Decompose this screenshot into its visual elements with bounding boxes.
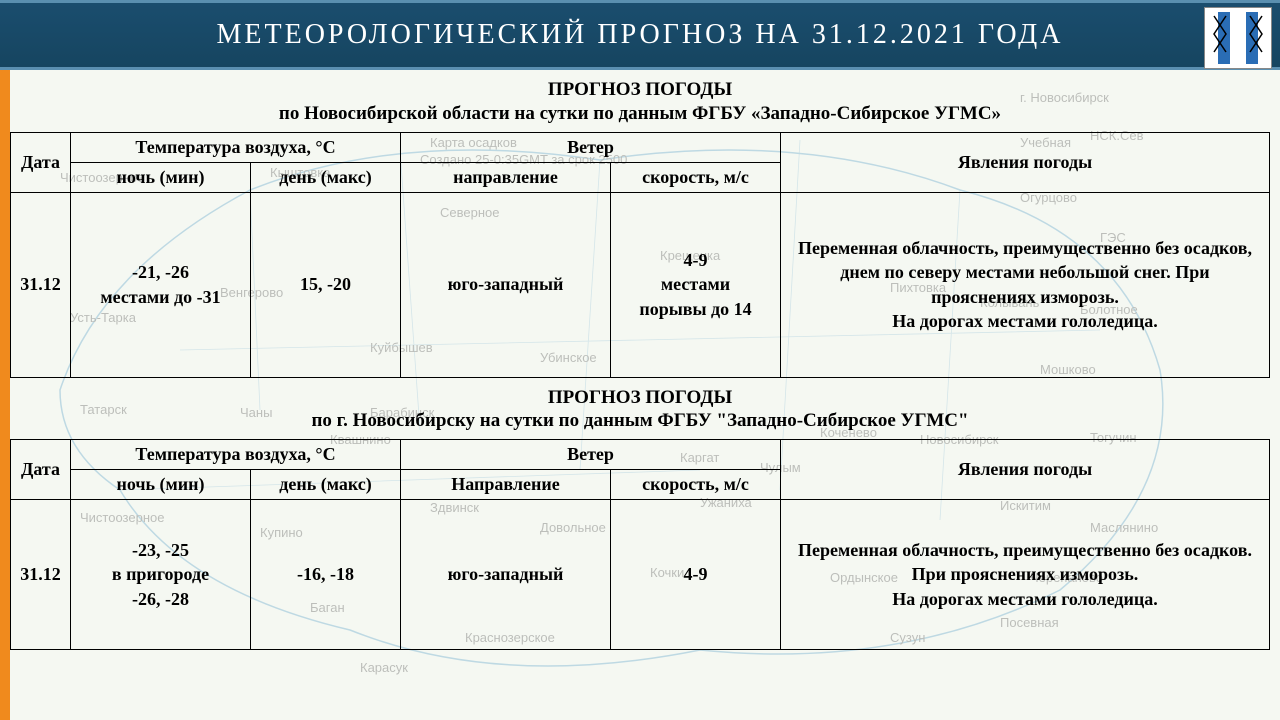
th-night: ночь (мин) (71, 470, 251, 500)
th-dir: Направление (401, 470, 611, 500)
header-bar: МЕТЕОРОЛОГИЧЕСКИЙ ПРОГНОЗ НА 31.12.2021 … (0, 0, 1280, 70)
cell-phenom: Переменная облачность, преимущественно б… (781, 500, 1270, 650)
forecast-table-city: Дата Температура воздуха, °С Ветер Явлен… (10, 439, 1270, 650)
th-temp: Температура воздуха, °С (71, 132, 401, 162)
cell-day: 15, -20 (251, 192, 401, 377)
th-night: ночь (мин) (71, 162, 251, 192)
th-phenomena: Явления погоды (781, 132, 1270, 192)
th-temp: Температура воздуха, °С (71, 440, 401, 470)
cell-speed: 4-9местамипорывы до 14 (611, 192, 781, 377)
cell-night: -21, -26местами до -31 (71, 192, 251, 377)
content: ПРОГНОЗ ПОГОДЫ по Новосибирской области … (0, 70, 1280, 650)
cell-dir: юго-западный (401, 192, 611, 377)
th-dir: направление (401, 162, 611, 192)
th-speed: скорость, м/с (611, 162, 781, 192)
page-title: МЕТЕОРОЛОГИЧЕСКИЙ ПРОГНОЗ НА 31.12.2021 … (217, 19, 1064, 51)
cell-night: -23, -25в пригороде-26, -28 (71, 500, 251, 650)
th-day: день (макс) (251, 470, 401, 500)
cell-speed: 4-9 (611, 500, 781, 650)
section1-title: ПРОГНОЗ ПОГОДЫ по Новосибирской области … (10, 76, 1270, 132)
th-wind: Ветер (401, 440, 781, 470)
cell-date: 31.12 (11, 192, 71, 377)
th-date: Дата (11, 132, 71, 192)
section1-title-line1: ПРОГНОЗ ПОГОДЫ (548, 79, 732, 100)
cell-date: 31.12 (11, 500, 71, 650)
cell-dir: юго-западный (401, 500, 611, 650)
cell-phenom: Переменная облачность, преимущественно б… (781, 192, 1270, 377)
section2-title-line2: по г. Новосибирску на сутки по данным ФГ… (311, 410, 968, 431)
region-crest-icon (1204, 7, 1272, 69)
section2-title-line1: ПРОГНОЗ ПОГОДЫ (548, 387, 732, 408)
th-date: Дата (11, 440, 71, 500)
th-wind: Ветер (401, 132, 781, 162)
section1-title-line2: по Новосибирской области на сутки по дан… (279, 103, 1001, 124)
section2-title: ПРОГНОЗ ПОГОДЫ по г. Новосибирску на сут… (10, 378, 1270, 440)
map-city-label: Карасук (360, 660, 408, 675)
cell-day: -16, -18 (251, 500, 401, 650)
forecast-table-region: Дата Температура воздуха, °С Ветер Явлен… (10, 132, 1270, 378)
th-day: день (макс) (251, 162, 401, 192)
th-phenomena: Явления погоды (781, 440, 1270, 500)
th-speed: скорость, м/с (611, 470, 781, 500)
